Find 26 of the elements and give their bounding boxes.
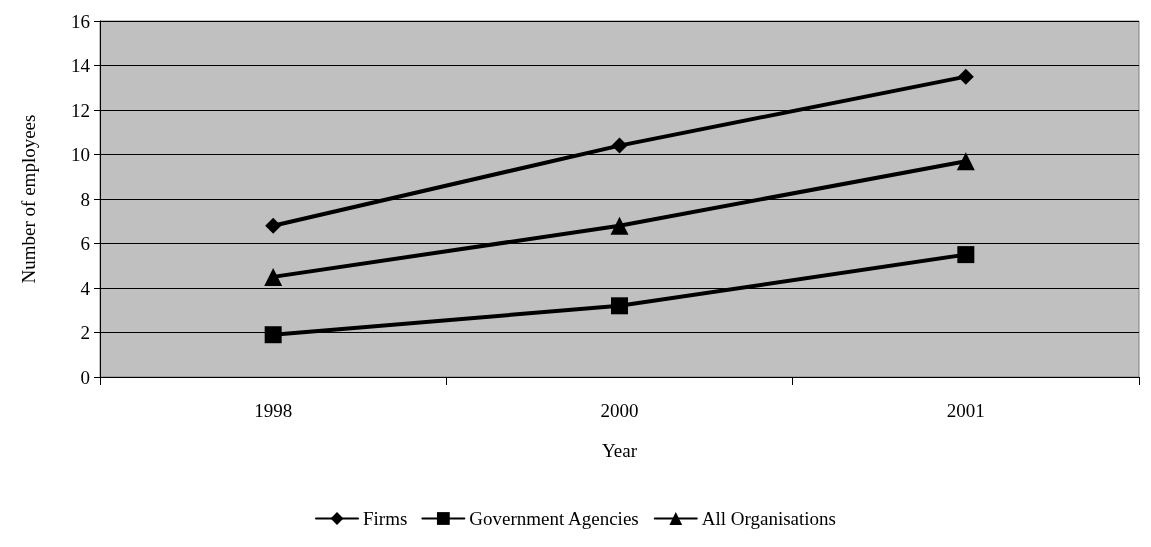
y-tick-label: 4	[80, 277, 91, 299]
x-tick-label: 2001	[946, 400, 985, 421]
point	[611, 297, 628, 315]
point	[957, 68, 974, 85]
x-tick-label: 1998	[254, 400, 293, 421]
legend-label: All Organisations	[701, 508, 836, 529]
point	[611, 137, 628, 154]
y-tick-label: 14	[71, 55, 91, 76]
y-tick-label: 6	[80, 233, 90, 254]
y-tick-label: 0	[80, 366, 90, 388]
y-axis-title: Number of employees	[18, 114, 39, 284]
x-tick-label: 2000	[600, 400, 639, 421]
y-tick-label: 12	[71, 99, 90, 121]
point	[610, 216, 629, 235]
legend-label: Government Agencies	[469, 508, 639, 529]
y-tick-label: 16	[71, 10, 90, 32]
point	[265, 217, 282, 234]
point	[956, 152, 975, 171]
point	[264, 267, 283, 286]
legend-label: Firms	[363, 508, 408, 529]
point	[264, 326, 282, 344]
y-tick-label: 2	[80, 322, 90, 343]
y-tick-label: 8	[80, 188, 90, 210]
point	[957, 246, 975, 264]
x-axis-title: Year	[601, 440, 638, 461]
y-tick-label: 10	[71, 144, 90, 165]
